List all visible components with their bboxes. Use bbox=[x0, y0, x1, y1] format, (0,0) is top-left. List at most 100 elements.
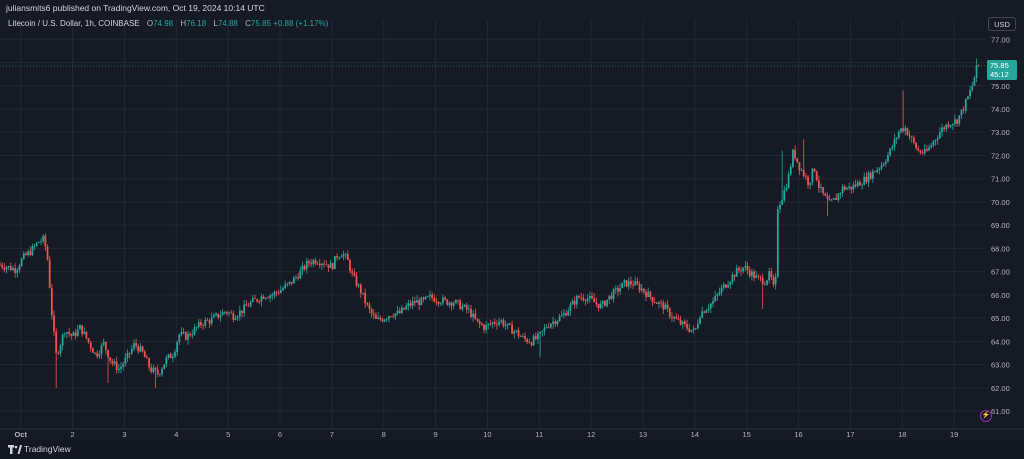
lightning-icon[interactable]: ⚡ bbox=[980, 410, 992, 422]
candle-body bbox=[180, 332, 183, 335]
candle-body bbox=[3, 267, 6, 270]
candle-body bbox=[59, 345, 62, 354]
price-tick-label: 72.00 bbox=[991, 151, 1010, 160]
candle-body bbox=[165, 357, 168, 365]
candle-body bbox=[1, 264, 4, 268]
candle-body bbox=[336, 256, 338, 258]
candle-body bbox=[863, 176, 866, 185]
candle-body bbox=[400, 307, 403, 314]
candle-body bbox=[267, 297, 269, 299]
candle-body bbox=[351, 271, 354, 273]
candle-body bbox=[880, 165, 883, 169]
candle-body bbox=[850, 186, 853, 190]
time-tick-label: 11 bbox=[535, 430, 543, 439]
price-chart[interactable]: 61.00 62.00 63.00 64.00 65.00 66.00 67.00 68.00… bbox=[0, 0, 1024, 440]
candle-body bbox=[338, 257, 341, 259]
candle-body bbox=[763, 284, 766, 286]
candle-body bbox=[27, 251, 29, 255]
candle-body bbox=[301, 265, 304, 271]
candle-body bbox=[869, 172, 872, 179]
candle-body bbox=[31, 246, 34, 255]
candle-body bbox=[772, 277, 775, 285]
candle-body bbox=[487, 323, 490, 325]
candle-body bbox=[133, 343, 135, 349]
candle-body bbox=[184, 332, 187, 340]
candle-body bbox=[329, 263, 332, 268]
candle-body bbox=[679, 319, 682, 325]
candle-body bbox=[889, 148, 892, 156]
candle-body bbox=[143, 351, 146, 358]
candle-body bbox=[277, 292, 280, 294]
time-axis[interactable]: Oct 2 3 4 5 6 7 8 9 10 11 12 13 14 15 16 17 18 19 bbox=[0, 428, 1024, 439]
candle-body bbox=[843, 186, 846, 190]
price-tick-label: 70.00 bbox=[991, 198, 1010, 207]
candle-body bbox=[223, 311, 226, 313]
candle-body bbox=[954, 119, 956, 124]
candle-body bbox=[433, 297, 436, 302]
price-tick-label: 69.00 bbox=[991, 221, 1010, 230]
candle-body bbox=[70, 333, 73, 336]
time-tick-label: 16 bbox=[794, 430, 802, 439]
candle-body bbox=[517, 330, 520, 337]
candle-body bbox=[282, 288, 284, 290]
candle-body bbox=[874, 171, 876, 173]
candle-body bbox=[12, 268, 14, 271]
candle-body bbox=[346, 254, 349, 261]
candle-body bbox=[941, 127, 943, 133]
candle-body bbox=[854, 184, 857, 187]
candle-body bbox=[673, 317, 675, 319]
candle-body bbox=[575, 296, 578, 305]
candle-body bbox=[312, 260, 315, 265]
candle-body bbox=[321, 263, 323, 266]
candle-body bbox=[215, 313, 217, 316]
candle-body bbox=[206, 319, 209, 321]
candle-body bbox=[800, 170, 803, 171]
candle-body bbox=[768, 271, 771, 281]
candle-body bbox=[392, 316, 395, 318]
candle-body bbox=[943, 127, 946, 130]
price-tick-label: 68.00 bbox=[991, 244, 1010, 253]
candle-body bbox=[418, 300, 421, 306]
candle-body bbox=[92, 348, 94, 353]
candle-body bbox=[187, 333, 189, 340]
candle-body bbox=[727, 285, 730, 288]
candle-body bbox=[541, 330, 544, 333]
candle-body bbox=[705, 310, 708, 313]
candle-body bbox=[671, 316, 673, 319]
change-value: +0.88 (+1.17%) bbox=[273, 19, 329, 28]
candle-body bbox=[355, 275, 358, 286]
price-tick-label: 65.00 bbox=[991, 314, 1010, 323]
price-tick-label: 64.00 bbox=[991, 337, 1010, 346]
candle-body bbox=[370, 309, 373, 314]
candle-body bbox=[750, 271, 753, 276]
candle-body bbox=[457, 300, 459, 301]
candle-body bbox=[960, 109, 963, 116]
candle-body bbox=[612, 289, 615, 299]
candle-body bbox=[725, 284, 727, 288]
symbol-legend[interactable]: Litecoin / U.S. Dollar, 1h, COINBASE O74… bbox=[8, 19, 328, 28]
tradingview-logo-icon bbox=[8, 445, 22, 454]
candle-body bbox=[606, 299, 609, 306]
candle-body bbox=[191, 334, 194, 336]
chart-grid bbox=[0, 20, 985, 429]
candle-body bbox=[411, 301, 414, 306]
candle-body bbox=[120, 366, 122, 369]
candle-body bbox=[135, 343, 138, 346]
currency-button[interactable]: USD bbox=[988, 17, 1016, 31]
candle-body bbox=[958, 115, 961, 124]
candle-body bbox=[822, 187, 825, 194]
candle-body bbox=[107, 349, 109, 358]
candle-body bbox=[297, 276, 300, 279]
candle-body bbox=[271, 295, 274, 297]
candle-body bbox=[396, 310, 399, 314]
candle-body bbox=[491, 322, 494, 325]
candle-body bbox=[463, 304, 466, 307]
candle-body bbox=[530, 342, 533, 346]
candle-body bbox=[500, 320, 503, 322]
candle-body bbox=[887, 155, 889, 162]
candle-body bbox=[848, 186, 851, 189]
candle-body bbox=[740, 270, 742, 272]
candle-body bbox=[623, 280, 626, 283]
candle-body bbox=[627, 281, 630, 287]
candle-body bbox=[94, 352, 96, 354]
